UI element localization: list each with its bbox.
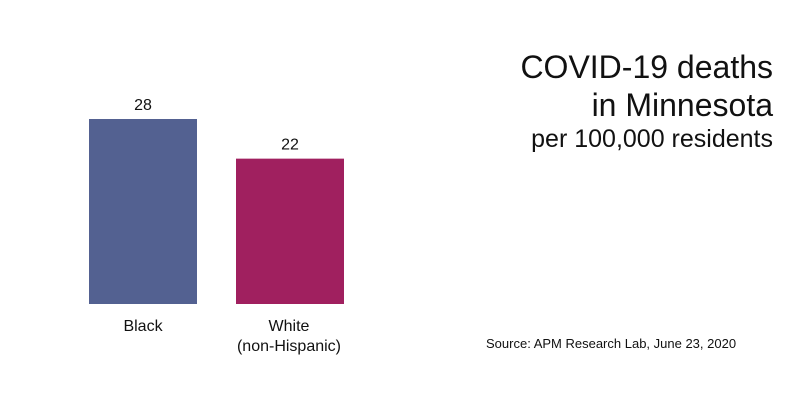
category-label-black: Black: [123, 318, 163, 335]
bars-group: 28 22: [89, 97, 344, 304]
bar-black: [89, 119, 197, 304]
chart-title-line-2: in Minnesota: [591, 87, 773, 123]
chart-title-line-1: COVID-19 deaths: [520, 49, 773, 85]
bar-white-non-hispanic: [236, 158, 344, 304]
bar-value-label-white-non-hispanic: 22: [281, 137, 299, 154]
category-label-white-non-hispanic: White (non-Hispanic): [236, 318, 342, 355]
chart-title-block: COVID-19 deaths in Minnesota per 100,000…: [520, 48, 773, 154]
bar-value-label-black: 28: [134, 97, 152, 114]
chart-subtitle: per 100,000 residents: [531, 125, 773, 153]
source-note: Source: APM Research Lab, June 23, 2020: [486, 336, 737, 351]
